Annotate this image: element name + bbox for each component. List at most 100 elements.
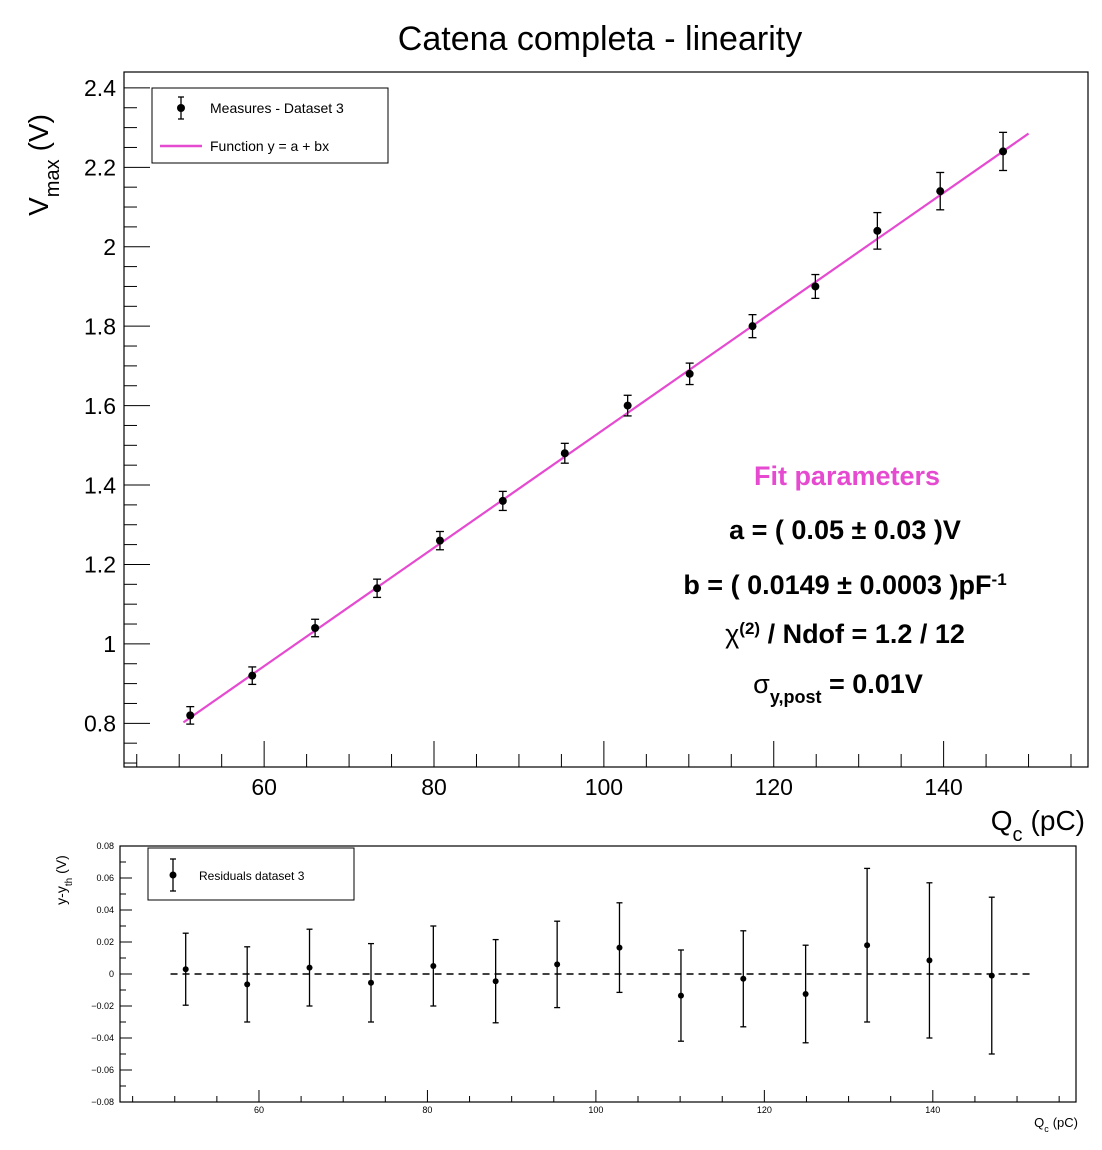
main-x-label-sub: c [1013, 824, 1023, 846]
main-legend: Measures - Dataset 3 Function y = a + bx [151, 87, 389, 164]
x-tick-label: 100 [585, 774, 623, 800]
measure-points [186, 131, 1008, 725]
fit-parameters-box: Fit parameters a = ( 0.05 ± 0.03 )V b = … [683, 461, 1006, 707]
y-tick-label: 1.2 [84, 552, 116, 578]
legend-marker-icon [177, 104, 185, 112]
fit-chi-symbol: χ [725, 619, 739, 649]
legend-entry-function: Function y = a + bx [210, 138, 329, 154]
residual-y-label-main: y-y [53, 886, 69, 905]
y-tick-label: 0.08 [96, 841, 114, 851]
residual-points [182, 867, 995, 1055]
data-point [498, 496, 507, 505]
data-point [616, 944, 623, 951]
fit-chi-rest: / Ndof = 1.2 / 12 [760, 619, 965, 649]
fit-param-b-main: b = ( 0.0149 ± 0.0003 )pF [683, 570, 991, 600]
x-tick-label: 100 [588, 1105, 603, 1115]
residual-legend-box [147, 847, 355, 901]
y-tick-label: 0.04 [96, 905, 114, 915]
y-tick-label: 2.2 [84, 155, 116, 181]
main-x-label-main: Q [991, 805, 1013, 836]
residual-legend: Residuals dataset 3 [147, 847, 355, 901]
residual-y-axis-label: y-yth (V) [53, 855, 75, 905]
x-tick-label: 60 [254, 1105, 264, 1115]
data-point [936, 187, 945, 196]
main-y-label-main: V [23, 197, 54, 216]
legend-entry-measures: Measures - Dataset 3 [210, 100, 344, 116]
data-point [740, 975, 747, 982]
y-tick-label: −0.04 [91, 1033, 114, 1043]
main-x-axis-label: Qc (pC) [991, 805, 1085, 846]
residual-x-tick-labels: 60 80 100 120 140 [254, 1105, 940, 1115]
residual-y-ticks [120, 845, 132, 1103]
fit-param-a: a = ( 0.05 ± 0.03 )V [729, 515, 961, 545]
y-tick-label: 2.4 [84, 75, 116, 101]
main-x-tick-labels: 60 80 100 120 140 [251, 774, 962, 800]
data-point [435, 536, 444, 545]
main-y-label-sub: max [42, 159, 64, 197]
main-y-tick-labels: 0.8 1 1.2 1.4 1.6 1.8 2 2.2 2.4 [84, 75, 116, 736]
main-x-ticks [136, 741, 1072, 767]
fit-param-b-sup: -1 [992, 570, 1007, 589]
data-point [244, 981, 251, 988]
data-point [864, 942, 871, 949]
main-plot: Catena completa - linearity 60 80 100 120 14… [23, 20, 1089, 846]
fit-sigma-symbol: σ [753, 669, 770, 699]
data-point [677, 992, 684, 999]
y-tick-label: 0.06 [96, 873, 114, 883]
data-point [186, 711, 195, 720]
x-tick-label: 120 [757, 1105, 772, 1115]
data-point [988, 972, 995, 979]
data-point [999, 147, 1008, 156]
y-tick-label: −0.06 [91, 1065, 114, 1075]
residual-plot: 60 80 100 120 140 −0.08 −0.06 −0.04 −0.02 0 0.02 0… [53, 841, 1078, 1134]
main-y-label-unit: (V) [23, 114, 54, 151]
data-point [368, 979, 375, 986]
x-tick-label: 140 [924, 774, 962, 800]
fit-parameters-heading: Fit parameters [754, 461, 940, 491]
fit-chi-square: χ(2) / Ndof = 1.2 / 12 [725, 619, 965, 650]
data-point [306, 964, 313, 971]
residual-x-label-main: Q [1034, 1115, 1044, 1130]
data-point [554, 961, 561, 968]
residual-y-label-unit: (V) [53, 855, 69, 874]
data-point [802, 991, 809, 997]
residual-y-label-sub: th [64, 878, 75, 886]
residual-y-tick-labels: −0.08 −0.06 −0.04 −0.02 0 0.02 0.04 0.06 0.08 [91, 841, 114, 1107]
y-tick-label: 1 [103, 631, 116, 657]
fit-param-b: b = ( 0.0149 ± 0.0003 )pF-1 [683, 570, 1006, 601]
fit-sigma-rest: = 0.01V [822, 669, 923, 699]
data-point [873, 226, 882, 235]
y-tick-label: 1.8 [84, 313, 116, 339]
main-y-ticks [124, 87, 150, 764]
y-tick-label: 0.02 [96, 937, 114, 947]
x-tick-label: 80 [421, 774, 447, 800]
fit-line [182, 132, 1030, 724]
y-tick-label: 2 [103, 234, 116, 260]
y-tick-label: −0.02 [91, 1001, 114, 1011]
main-title: Catena completa - linearity [398, 20, 802, 58]
data-point [248, 671, 257, 680]
data-point [373, 584, 382, 593]
data-point [560, 449, 569, 458]
fit-line-group [182, 132, 1030, 724]
residual-legend-entry: Residuals dataset 3 [199, 869, 305, 883]
fit-chi-sup: (2) [739, 619, 760, 638]
main-y-axis-label: Vmax (V) [23, 114, 64, 216]
data-point [430, 963, 437, 969]
residual-x-label-unit: (pC) [1053, 1115, 1078, 1130]
residual-x-axis-label: Qc (pC) [1034, 1115, 1078, 1134]
x-tick-label: 60 [251, 774, 277, 800]
main-frame [123, 71, 1089, 768]
data-point [811, 282, 820, 291]
data-point [748, 322, 757, 331]
y-tick-label: 0.8 [84, 711, 116, 737]
y-tick-label: 0 [109, 969, 114, 979]
x-tick-label: 120 [755, 774, 793, 800]
data-point [311, 624, 320, 632]
y-tick-label: 1.6 [84, 393, 116, 419]
fit-sigma: σy,post = 0.01V [753, 669, 923, 707]
data-point [623, 401, 632, 410]
x-tick-label: 80 [422, 1105, 432, 1115]
